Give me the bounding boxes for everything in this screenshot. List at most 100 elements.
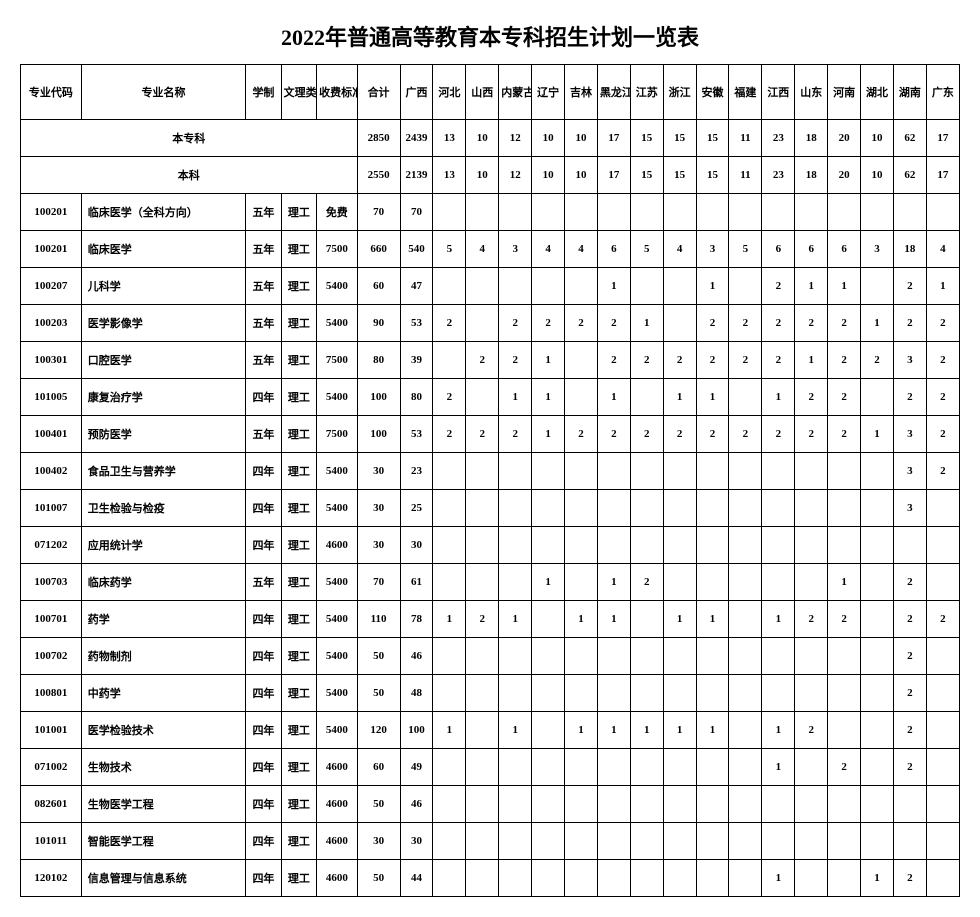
cell-province-value: 1 — [861, 416, 894, 453]
cell-province-value — [466, 823, 499, 860]
cell-xz: 五年 — [246, 231, 281, 268]
cell-province-value — [565, 564, 598, 601]
cell-fee: 5400 — [317, 675, 357, 712]
cell-province-value — [532, 453, 565, 490]
cell-wl: 理工 — [281, 231, 316, 268]
cell-province-value: 53 — [400, 416, 433, 453]
cell-province-value — [729, 490, 762, 527]
cell-name: 预防医学 — [81, 416, 246, 453]
section-value: 2550 — [357, 157, 400, 194]
section-value: 20 — [828, 120, 861, 157]
cell-province-value: 1 — [762, 601, 795, 638]
cell-province-value — [926, 194, 959, 231]
cell-code: 100301 — [21, 342, 82, 379]
col-province: 广西 — [400, 65, 433, 120]
cell-province-value: 1 — [532, 416, 565, 453]
cell-sum: 30 — [357, 823, 400, 860]
cell-province-value — [729, 564, 762, 601]
cell-province-value — [630, 638, 663, 675]
cell-province-value — [630, 786, 663, 823]
cell-province-value: 1 — [597, 268, 630, 305]
cell-province-value: 2 — [499, 342, 532, 379]
section-value: 62 — [893, 120, 926, 157]
cell-province-value: 2 — [893, 749, 926, 786]
cell-province-value: 3 — [499, 231, 532, 268]
cell-province-value — [630, 453, 663, 490]
header-row: 专业代码 专业名称 学制 文理类别 收费标准/学年 合计 广西河北山西内蒙古辽宁… — [21, 65, 960, 120]
cell-province-value — [893, 527, 926, 564]
table-row: 100301口腔医学五年理工7500803922122222212232 — [21, 342, 960, 379]
cell-province-value: 6 — [828, 231, 861, 268]
cell-province-value: 2 — [630, 564, 663, 601]
cell-province-value: 18 — [893, 231, 926, 268]
section-value: 17 — [597, 120, 630, 157]
cell-fee: 4600 — [317, 823, 357, 860]
cell-province-value: 1 — [565, 712, 598, 749]
cell-province-value — [565, 194, 598, 231]
cell-province-value — [828, 860, 861, 897]
cell-sum: 50 — [357, 638, 400, 675]
section-label: 本科 — [21, 157, 358, 194]
cell-province-value — [696, 527, 729, 564]
cell-xz: 四年 — [246, 712, 281, 749]
table-row: 101011智能医学工程四年理工46003030 — [21, 823, 960, 860]
cell-wl: 理工 — [281, 453, 316, 490]
section-value: 10 — [861, 120, 894, 157]
col-province: 安徽 — [696, 65, 729, 120]
cell-province-value: 70 — [400, 194, 433, 231]
cell-province-value — [433, 527, 466, 564]
section-value: 10 — [565, 157, 598, 194]
cell-xz: 五年 — [246, 194, 281, 231]
cell-fee: 5400 — [317, 453, 357, 490]
cell-province-value — [565, 342, 598, 379]
cell-province-value — [828, 786, 861, 823]
section-value: 12 — [499, 157, 532, 194]
col-province: 湖北 — [861, 65, 894, 120]
cell-province-value — [696, 453, 729, 490]
section-value: 13 — [433, 120, 466, 157]
cell-province-value — [565, 453, 598, 490]
cell-province-value — [893, 823, 926, 860]
cell-name: 药物制剂 — [81, 638, 246, 675]
col-province: 黑龙江 — [597, 65, 630, 120]
cell-xz: 四年 — [246, 823, 281, 860]
cell-province-value — [729, 860, 762, 897]
cell-province-value — [532, 527, 565, 564]
cell-sum: 30 — [357, 453, 400, 490]
cell-province-value — [433, 786, 466, 823]
section-row: 本科25502139131012101017151515112318201062… — [21, 157, 960, 194]
cell-wl: 理工 — [281, 638, 316, 675]
cell-province-value — [861, 490, 894, 527]
cell-province-value — [433, 675, 466, 712]
cell-province-value — [565, 490, 598, 527]
cell-province-value — [729, 786, 762, 823]
cell-province-value — [926, 675, 959, 712]
cell-sum: 100 — [357, 379, 400, 416]
cell-province-value: 1 — [433, 601, 466, 638]
cell-province-value: 1 — [532, 342, 565, 379]
cell-province-value — [532, 749, 565, 786]
section-value: 17 — [926, 120, 959, 157]
cell-province-value: 2 — [926, 601, 959, 638]
cell-province-value: 2 — [696, 305, 729, 342]
cell-province-value: 1 — [762, 379, 795, 416]
cell-province-value: 1 — [828, 268, 861, 305]
cell-province-value: 5 — [433, 231, 466, 268]
cell-wl: 理工 — [281, 823, 316, 860]
cell-province-value: 2 — [630, 416, 663, 453]
cell-province-value — [795, 860, 828, 897]
table-row: 100201临床医学五年理工75006605405434465435666318… — [21, 231, 960, 268]
cell-province-value: 1 — [663, 712, 696, 749]
col-province: 江苏 — [630, 65, 663, 120]
cell-province-value — [696, 675, 729, 712]
cell-name: 康复治疗学 — [81, 379, 246, 416]
col-province: 江西 — [762, 65, 795, 120]
cell-province-value — [926, 638, 959, 675]
table-body: 本专科2850243913101210101715151511231820106… — [21, 120, 960, 897]
cell-province-value: 1 — [499, 601, 532, 638]
cell-name: 生物技术 — [81, 749, 246, 786]
cell-fee: 7500 — [317, 231, 357, 268]
cell-province-value — [532, 490, 565, 527]
cell-province-value: 2 — [597, 305, 630, 342]
cell-name: 信息管理与信息系统 — [81, 860, 246, 897]
